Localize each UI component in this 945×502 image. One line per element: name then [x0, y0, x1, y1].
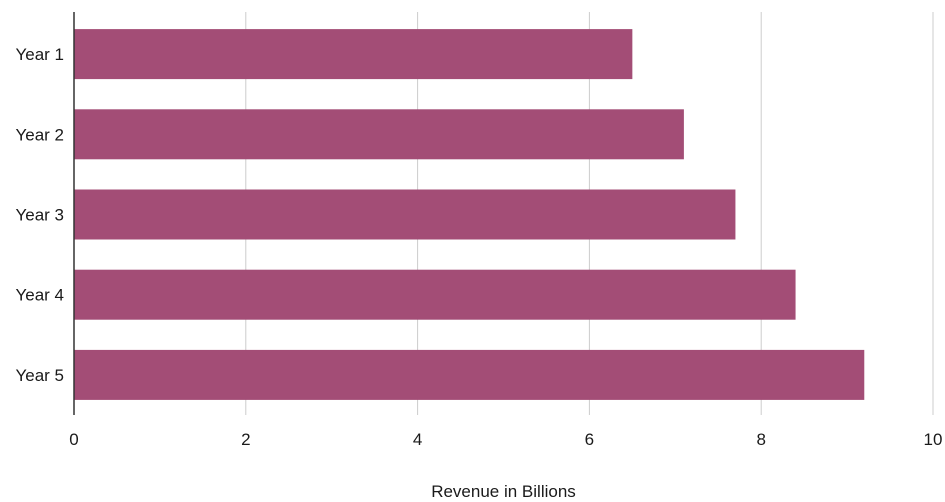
x-tick-label-2: 2 — [241, 430, 250, 449]
x-tick-label-6: 6 — [585, 430, 594, 449]
category-label-year-3: Year 3 — [15, 206, 64, 225]
x-axis-title: Revenue in Billions — [431, 482, 576, 501]
category-label-year-2: Year 2 — [15, 125, 64, 144]
category-label-year-4: Year 4 — [15, 286, 64, 305]
bar-year-3 — [74, 189, 736, 240]
x-axis-ticks: 0 2 4 6 8 10 — [69, 430, 942, 449]
bar-year-4 — [74, 269, 796, 320]
x-tick-label-8: 8 — [756, 430, 765, 449]
category-labels: Year 1 Year 2 Year 3 Year 4 Year 5 — [15, 45, 64, 385]
x-tick-label-0: 0 — [69, 430, 78, 449]
category-label-year-1: Year 1 — [15, 45, 64, 64]
bar-year-1 — [74, 29, 633, 80]
bars — [74, 29, 865, 400]
x-tick-label-10: 10 — [924, 430, 943, 449]
bar-year-5 — [74, 349, 865, 400]
bar-year-2 — [74, 109, 684, 160]
x-tick-label-4: 4 — [413, 430, 422, 449]
category-label-year-5: Year 5 — [15, 366, 64, 385]
